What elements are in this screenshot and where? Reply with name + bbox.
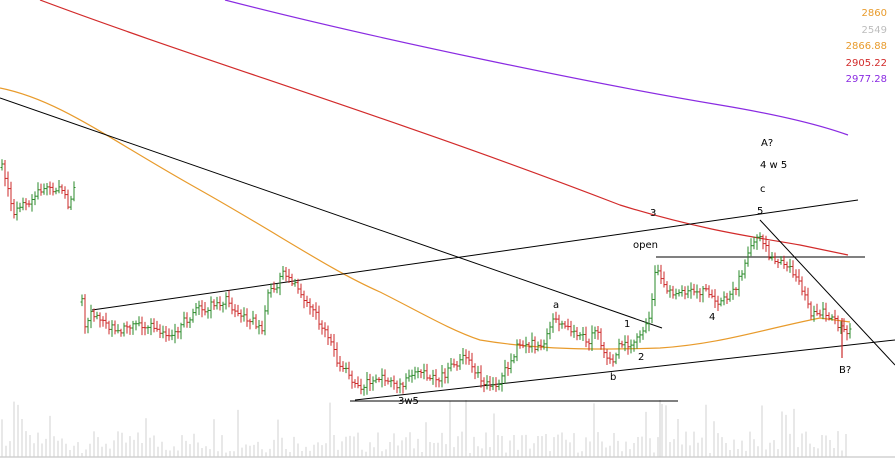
- trendlines: [0, 97, 895, 402]
- legend-item: 2905.22: [845, 57, 887, 69]
- wave-label: a: [553, 300, 559, 311]
- wave-label: 3w5: [398, 396, 419, 407]
- wave-label: 4 w 5: [760, 160, 787, 171]
- wave-label: 3: [650, 208, 656, 219]
- volume-bars: [0, 400, 895, 458]
- lower-channel-line: [354, 339, 895, 401]
- legend-item: 2977.28: [845, 74, 887, 85]
- wave-label: 2: [638, 352, 644, 363]
- legend-item: 2860: [861, 8, 887, 19]
- wave-label: 5: [757, 206, 763, 217]
- ma-mid-line: [39, 0, 849, 256]
- annotations: A? 4 w 5 c 5 3 open a 1 2 b 4 3w5 B?: [398, 138, 851, 407]
- wave-label: A?: [761, 138, 773, 149]
- wedge-line: [759, 219, 895, 366]
- wave-label: open: [633, 240, 658, 251]
- legend: 2860 2549 2866.88 2905.22 2977.28: [846, 6, 887, 89]
- moving-averages: [0, 0, 851, 350]
- ma-short-line: [0, 87, 851, 350]
- wave-label: 1: [624, 319, 630, 330]
- downtrend-line: [0, 97, 663, 329]
- price-bars: [0, 159, 852, 396]
- wave-label: B?: [839, 365, 851, 376]
- wave-label: b: [610, 372, 616, 383]
- legend-item: 2866.88: [845, 41, 887, 52]
- wave-label: 4: [709, 312, 715, 323]
- upper-channel-line: [91, 199, 859, 311]
- legend-item: 2549: [861, 24, 887, 36]
- wave-label: c: [760, 184, 766, 195]
- ma-long-line: [224, 0, 849, 136]
